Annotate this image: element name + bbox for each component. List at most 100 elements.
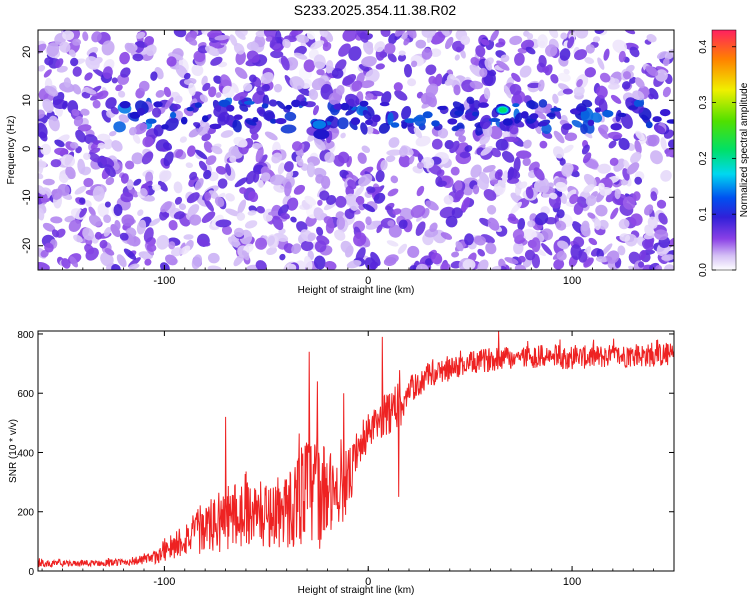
heatmap-cell (245, 170, 257, 185)
heatmap-cell (144, 258, 152, 266)
heatmap-cell (634, 139, 642, 155)
heatmap-cell (316, 68, 325, 76)
heatmap-cell (100, 252, 114, 267)
heatmap-cell (462, 259, 476, 270)
heatmap-cell (394, 90, 408, 101)
heatmap-cell (63, 77, 72, 88)
heatmap-cell (384, 42, 396, 55)
heatmap-cell (213, 75, 223, 84)
heatmap-cell (102, 66, 113, 79)
heatmap-cell (293, 52, 308, 60)
y-tick-label: 400 (17, 448, 34, 459)
heatmap-cell (72, 84, 82, 95)
heatmap-cell (425, 83, 439, 97)
heatmap-cell (193, 50, 206, 63)
heatmap-band-cell (488, 118, 501, 122)
heatmap-cell (54, 139, 65, 148)
y-tick-label: 20 (21, 46, 33, 58)
heatmap-cell (624, 30, 636, 35)
heatmap-band-cell (628, 105, 638, 110)
heatmap-cell (519, 181, 528, 189)
heatmap-cell (349, 120, 358, 131)
heatmap-cell (415, 221, 426, 236)
heatmap-cell (598, 182, 605, 190)
heatmap-cell (306, 30, 316, 40)
heatmap-cell (168, 241, 176, 250)
heatmap-cell (373, 192, 386, 204)
heatmap-cell (664, 264, 674, 270)
heatmap-cell (121, 214, 135, 227)
heatmap-cell (150, 71, 158, 81)
heatmap-cell (662, 86, 671, 98)
heatmap-cell (172, 103, 181, 110)
heatmap-cell (595, 256, 609, 263)
heatmap-cell (553, 130, 565, 144)
heatmap-cell (279, 253, 286, 261)
heatmap-cell (571, 120, 583, 128)
heatmap-cell (511, 72, 521, 82)
heatmap-cell (495, 138, 509, 151)
heatmap-cell (398, 50, 406, 56)
heatmap-cell (328, 92, 341, 106)
heatmap-cell (271, 152, 283, 164)
heatmap-cell (596, 85, 608, 99)
heatmap-cell (502, 170, 508, 185)
heatmap-cell (550, 73, 559, 84)
heatmap-cell (40, 193, 48, 203)
heatmap-cell (398, 154, 411, 168)
heatmap-cell (255, 260, 267, 270)
heatmap-cell (443, 194, 454, 205)
heatmap-cell (645, 65, 659, 77)
heatmap-cell (203, 141, 213, 153)
heatmap-cell (541, 123, 552, 134)
heatmap-cell (401, 105, 412, 120)
heatmap-cell (390, 175, 399, 184)
heatmap-cell (187, 145, 196, 157)
heatmap-cell (421, 156, 435, 169)
heatmap-band-cell (186, 106, 194, 112)
x-tick-label: 100 (563, 576, 581, 588)
heatmap-cell (266, 247, 278, 255)
heatmap-band-cell (502, 118, 513, 126)
heatmap-cell (413, 127, 423, 139)
heatmap-cell (163, 151, 174, 167)
heatmap-cell (180, 245, 191, 255)
heatmap-cell (103, 214, 112, 224)
heatmap-cell (440, 232, 453, 240)
heatmap-cell (234, 177, 248, 188)
heatmap-cell (71, 109, 80, 117)
heatmap-cell (648, 93, 655, 100)
heatmap-cell (581, 144, 590, 155)
heatmap-cell (201, 133, 211, 142)
heatmap-cell (500, 265, 507, 270)
heatmap-cell (469, 80, 484, 90)
heatmap-cell (626, 162, 640, 175)
heatmap-cell (157, 180, 168, 192)
heatmap-cell (70, 57, 79, 67)
heatmap-cell (617, 245, 626, 256)
heatmap-cell (538, 79, 545, 92)
x-tick-label: 0 (365, 576, 371, 588)
heatmap-band-cell (209, 123, 222, 130)
heatmap-cell (386, 149, 403, 156)
heatmap-cell (500, 54, 510, 63)
y-tick-label: 600 (17, 389, 34, 400)
figure-title: S233.2025.354.11.38.R02 (293, 2, 457, 18)
heatmap-cell (385, 155, 396, 163)
heatmap-cell (110, 106, 119, 115)
heatmap-cell (194, 178, 204, 191)
colorbar-tick-label: 0.4 (698, 39, 709, 53)
heatmap-cell (346, 260, 362, 269)
heatmap-cell (128, 263, 140, 270)
heatmap-cell (295, 34, 310, 44)
heatmap-cell (65, 166, 76, 180)
heatmap-cell (545, 44, 558, 57)
heatmap-cell (470, 56, 480, 66)
heatmap-cell (460, 49, 466, 59)
heatmap-cell (272, 215, 284, 231)
heatmap-cell (291, 141, 303, 152)
heatmap-cell (164, 97, 174, 110)
heatmap-cell (81, 91, 91, 99)
